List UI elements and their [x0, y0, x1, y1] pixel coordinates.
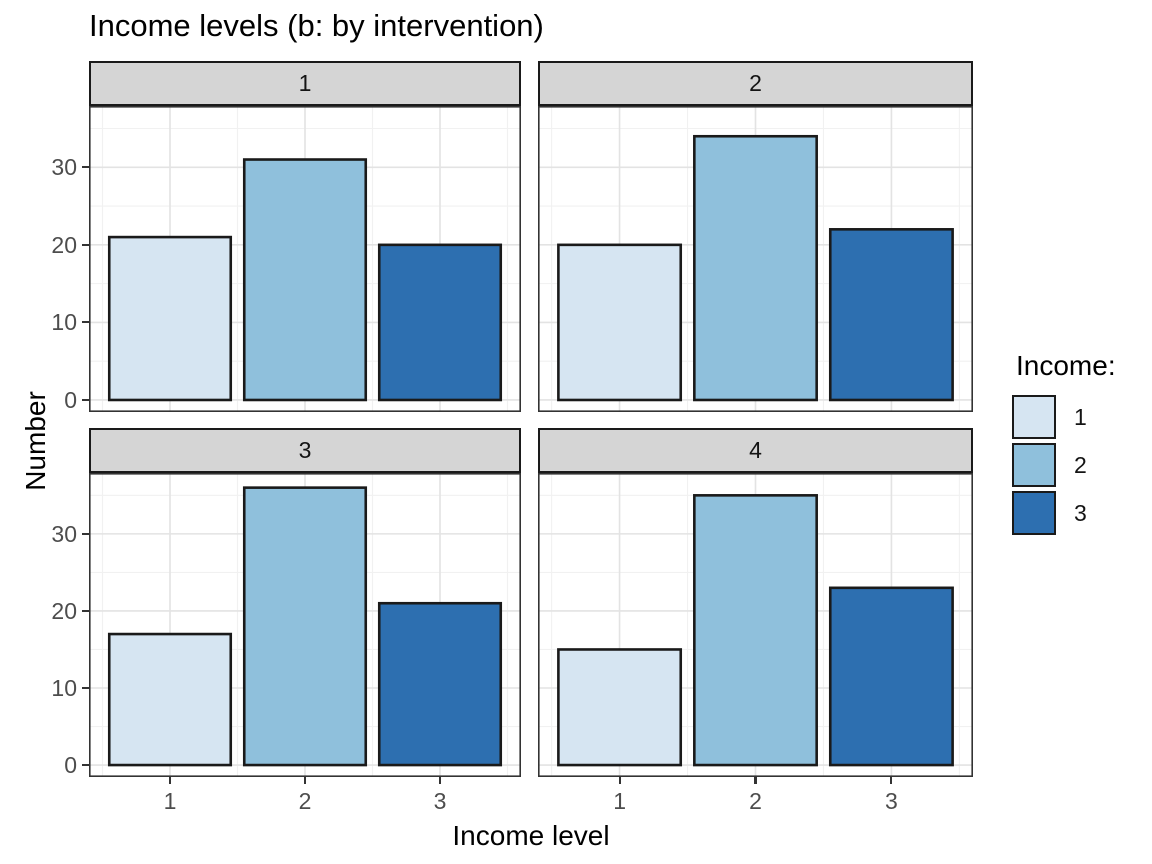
- facet-panel-1: 1: [89, 61, 521, 412]
- bar-income-3: [377, 601, 503, 767]
- facet-strip-label: 3: [89, 428, 521, 473]
- y-axis-tick: [82, 166, 89, 169]
- bar-income-3: [828, 228, 954, 402]
- x-axis-tick-label: 3: [884, 788, 898, 814]
- bar-income-3: [828, 586, 954, 767]
- x-axis-tick: [168, 777, 172, 784]
- x-axis-tick-label: 1: [163, 788, 177, 814]
- legend-title: Income:: [1016, 350, 1116, 381]
- x-axis-tick-label: 2: [749, 788, 762, 814]
- x-axis-tick: [890, 777, 893, 784]
- x-axis-title: Income level: [452, 820, 610, 851]
- y-axis-tick-label: 30: [51, 154, 77, 181]
- panel-border: [89, 473, 521, 777]
- legend-swatch-income-1: [1012, 395, 1056, 439]
- legend: Income: 1 2 3: [1012, 350, 1116, 539]
- facet-strip-label: 4: [538, 428, 973, 473]
- y-axis-tick: [82, 243, 89, 246]
- y-axis-tick-label: 20: [51, 597, 77, 624]
- bar-income-1: [107, 235, 233, 402]
- facet-strip-label: 1: [89, 61, 521, 106]
- y-axis-tick-label: 10: [51, 309, 77, 336]
- plot-title: Income levels (b: by intervention): [89, 8, 544, 43]
- y-axis-tick-label: 10: [51, 675, 77, 701]
- y-axis-tick: [82, 532, 89, 535]
- y-axis-tick: [82, 321, 89, 324]
- bar-income-2: [693, 494, 818, 767]
- y-axis-tick: [82, 609, 89, 612]
- y-axis-tick-label: 0: [64, 387, 77, 413]
- bar-income-1: [557, 243, 683, 402]
- x-axis-tick: [618, 777, 621, 784]
- bar-income-2: [242, 158, 368, 402]
- facet-panel-3: 3: [89, 428, 521, 777]
- y-axis-tick-label: 30: [51, 520, 77, 547]
- facet-plot-area: [538, 473, 973, 777]
- bar-income-3: [377, 243, 503, 402]
- legend-label: 2: [1074, 451, 1087, 478]
- panel-border: [538, 473, 973, 777]
- panel-border: [89, 106, 521, 412]
- legend-item: 3: [1012, 491, 1116, 535]
- facet-plot-area: [89, 106, 521, 412]
- x-axis-tick-label: 3: [433, 788, 447, 814]
- y-axis-tick: [82, 764, 89, 767]
- legend-item: 2: [1012, 443, 1116, 487]
- bar-income-2: [242, 486, 368, 767]
- legend-label: 1: [1074, 403, 1087, 430]
- facet-panel-2: 2: [538, 61, 973, 412]
- x-axis-tick: [303, 777, 307, 784]
- x-axis-tick: [754, 777, 757, 784]
- x-axis-tick-label: 1: [613, 788, 626, 814]
- bar-income-1: [107, 632, 233, 767]
- y-axis-tick-label: 0: [64, 752, 77, 779]
- bar-income-2: [693, 134, 818, 402]
- bar-income-1: [557, 648, 683, 767]
- x-axis-tick: [438, 777, 442, 784]
- facet-panel-4: 4: [538, 428, 973, 777]
- facet-strip-label: 2: [538, 61, 973, 106]
- legend-label: 3: [1074, 499, 1087, 526]
- legend-swatch-income-2: [1012, 443, 1056, 487]
- x-axis-tick-label: 2: [298, 788, 312, 814]
- legend-swatch-income-3: [1012, 491, 1056, 535]
- y-axis-tick-label: 20: [51, 231, 77, 258]
- facet-plot-area: [538, 106, 973, 412]
- legend-item: 1: [1012, 395, 1116, 439]
- panel-border: [538, 106, 973, 412]
- y-axis-tick: [82, 686, 89, 690]
- y-axis-tick: [82, 398, 89, 402]
- facet-plot-area: [89, 473, 521, 777]
